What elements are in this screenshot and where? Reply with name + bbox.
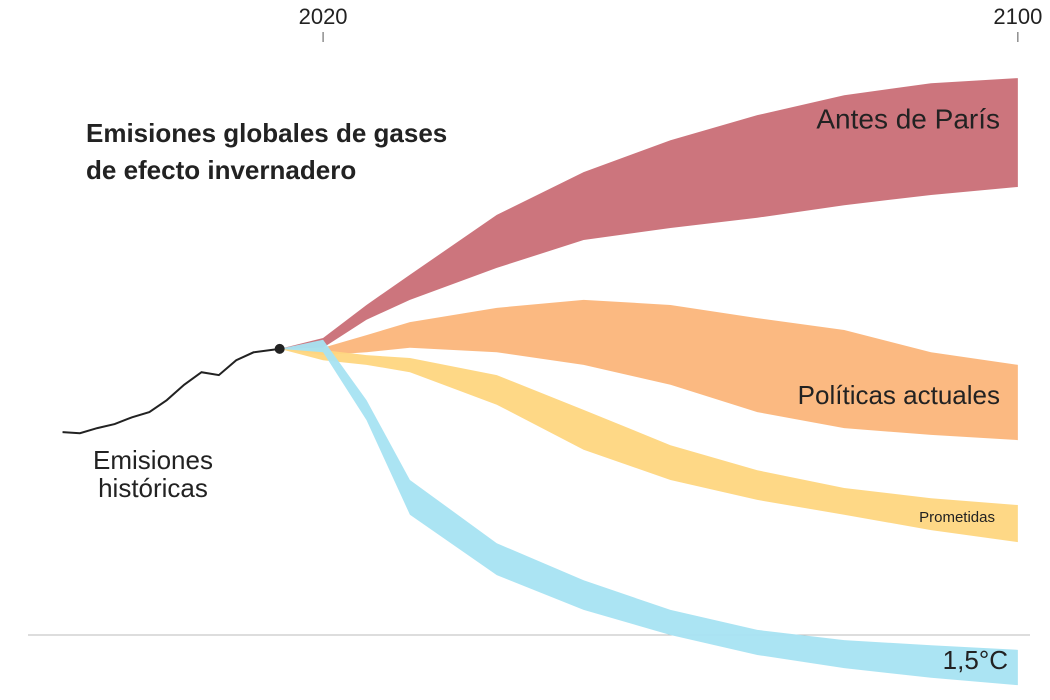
chart-title: Emisiones globales de gases <box>86 118 447 148</box>
series-label: Emisiones históricas <box>93 445 213 503</box>
range-band <box>279 339 1018 686</box>
range-band <box>279 78 1018 349</box>
range-band <box>279 299 1018 441</box>
history-end-dot <box>274 343 285 354</box>
series-label: Políticas actuales <box>798 380 1000 410</box>
history-line <box>62 347 280 435</box>
series-label: 1,5°C <box>943 645 1008 675</box>
x-tick-label: 2020 <box>299 4 348 29</box>
chart-title: de efecto invernadero <box>86 155 356 185</box>
x-tick-label: 2100 <box>993 4 1042 29</box>
range-band <box>279 348 1018 543</box>
series-label: Prometidas <box>919 509 995 526</box>
series-label: Antes de París <box>816 103 1000 134</box>
